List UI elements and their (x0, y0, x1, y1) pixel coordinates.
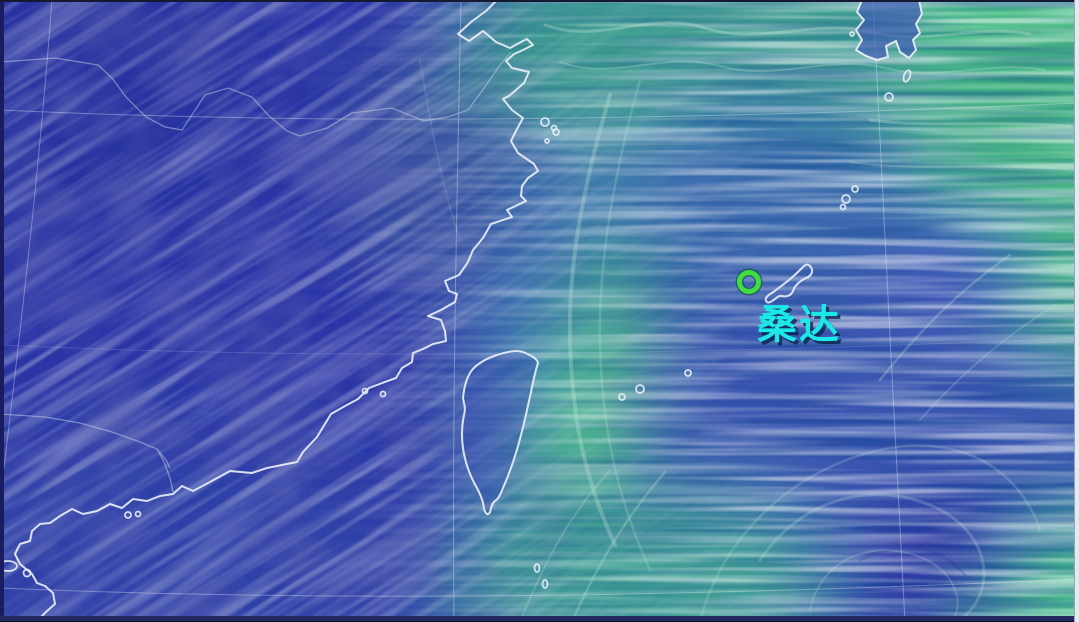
pearl-estuary (156, 448, 174, 493)
island (0, 560, 18, 572)
island (379, 390, 387, 398)
island (839, 203, 847, 211)
island (618, 393, 626, 401)
coastline-china (14, 0, 539, 622)
kyushu-outline (855, 0, 923, 61)
island (134, 510, 142, 518)
typhoon-marker[interactable] (735, 268, 763, 296)
pearl-river (0, 413, 171, 469)
island (544, 138, 550, 144)
map-border-left (0, 0, 4, 622)
typhoon-label-text: 桑达 (757, 302, 841, 348)
island (22, 568, 32, 578)
yangtze-river (0, 51, 512, 137)
island (684, 369, 692, 377)
island (849, 31, 855, 37)
typhoon-label-shadow: 桑达 (760, 305, 844, 351)
island (550, 124, 558, 132)
island (841, 194, 851, 204)
typhoon-marker-ring[interactable] (737, 270, 761, 294)
map-border-right (1074, 0, 1079, 622)
island (541, 579, 549, 589)
map-border-top (0, 0, 1079, 2)
island (635, 384, 645, 394)
island (533, 563, 541, 573)
island (124, 511, 132, 519)
small-islands (0, 31, 912, 589)
island (884, 92, 894, 102)
coastlines (0, 0, 923, 622)
taiwan-outline (460, 350, 539, 516)
okinawa-outline (764, 263, 814, 304)
typhoon-label: 桑达 桑达 (757, 302, 844, 351)
island (902, 69, 912, 83)
island (361, 387, 369, 395)
map-border-bottom (0, 616, 1079, 622)
island (540, 117, 550, 127)
island (851, 185, 859, 193)
river-lines (0, 51, 512, 493)
flow-accents (419, 21, 1076, 622)
